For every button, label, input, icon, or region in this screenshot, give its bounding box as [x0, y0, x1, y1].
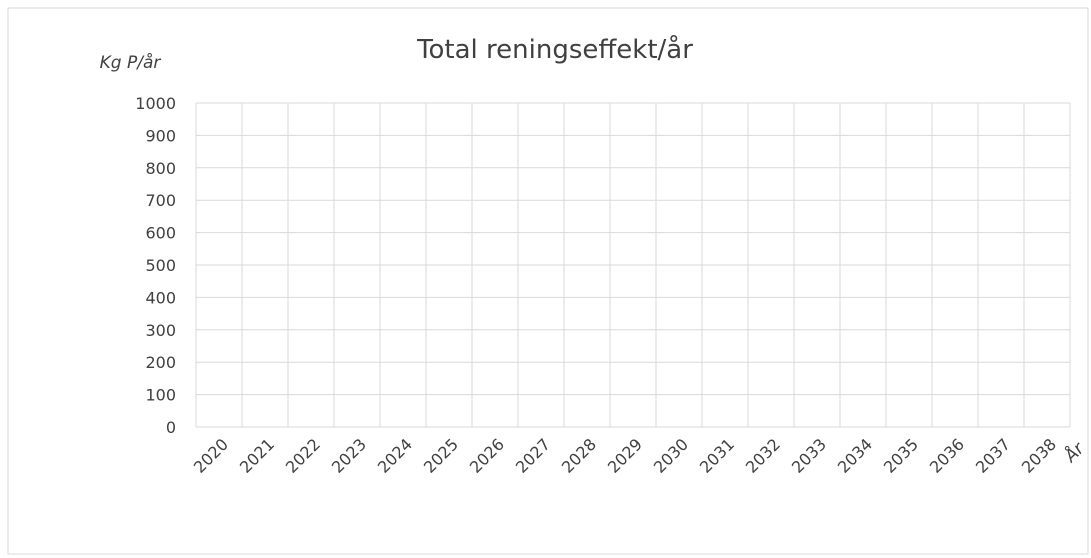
y-tick-label: 1000: [135, 94, 176, 113]
y-tick-label: 500: [145, 256, 176, 275]
y-tick-label: 300: [145, 321, 176, 340]
y-tick-label: 400: [145, 288, 176, 307]
y-tick-label: 900: [145, 126, 176, 145]
chart-title: Total reningseffekt/år: [416, 34, 693, 65]
y-tick-label: 600: [145, 224, 176, 243]
y-axis-title: Kg P/år: [100, 52, 162, 73]
y-tick-label: 200: [145, 353, 176, 372]
y-tick-label: 700: [145, 191, 176, 210]
y-tick-label: 800: [145, 159, 176, 178]
chart-border: [7, 7, 1089, 555]
y-tick-label: 100: [145, 386, 176, 405]
y-tick-label: 0: [166, 418, 176, 437]
